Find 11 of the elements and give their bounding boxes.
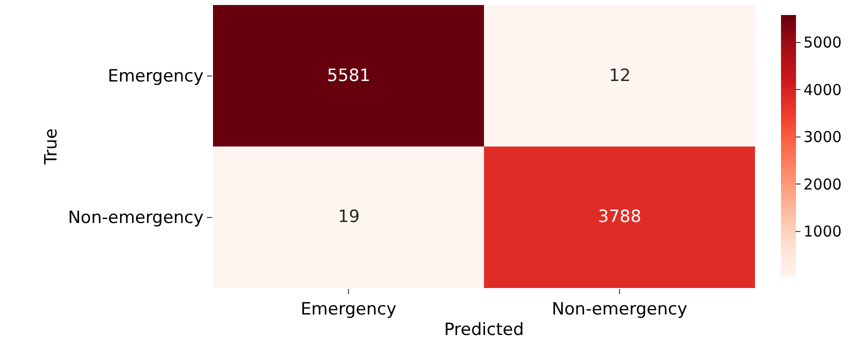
color-bar-label: 3000 bbox=[804, 128, 842, 146]
data-label: 3788 bbox=[598, 207, 642, 227]
data-label: 12 bbox=[609, 66, 631, 86]
color-bar-label: 4000 bbox=[804, 80, 842, 99]
x-axis-title: Predicted bbox=[444, 320, 524, 340]
color-bar-label: 5000 bbox=[804, 34, 842, 52]
color-bar-label: 2000 bbox=[804, 175, 842, 194]
y-axis-title: True bbox=[42, 128, 62, 166]
color-bar-label: 1000 bbox=[804, 222, 842, 241]
data-label: 19 bbox=[338, 207, 360, 227]
data-label: 5581 bbox=[327, 66, 370, 86]
